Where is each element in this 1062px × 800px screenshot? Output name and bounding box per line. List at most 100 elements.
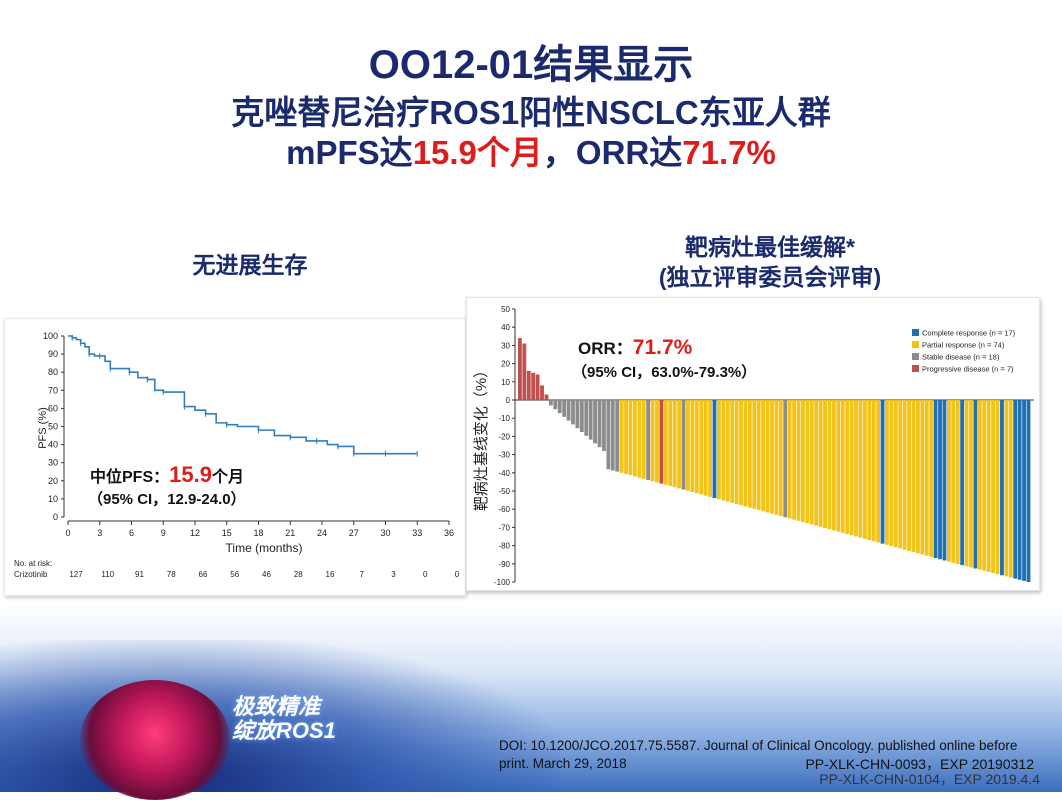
legend-label: Partial response (n = 74) [922, 341, 1005, 350]
waterfall-chart: 50 40 30 20 10 0 -10 -20 -30 -40 -50 -60 -70 -80 -90 -1… [473, 305, 1034, 587]
km-x-tick-label: 21 [285, 528, 295, 538]
km-median-label: 中位PFS： [90, 469, 170, 486]
waterfall-bar [535, 374, 540, 400]
waterfall-bar [787, 400, 792, 519]
waterfall-bar [916, 400, 920, 554]
km-y-tick-label: 60 [48, 403, 58, 413]
km-x-tick-label: 9 [161, 528, 166, 538]
waterfall-bar [889, 400, 894, 547]
km-x-tick-label: 6 [129, 528, 134, 538]
km-risk-count: 66 [199, 570, 208, 579]
legend-swatch [912, 365, 919, 372]
waterfall-bar [951, 400, 956, 563]
slide-subtitle: 克唑替尼治疗ROS1阳性NSCLC东亚人群 [231, 94, 831, 131]
legend-label: Stable disease (n = 18) [922, 353, 1000, 362]
km-x-tick-label: 27 [349, 528, 359, 538]
waterfall-bar [893, 400, 898, 548]
waterfall-bar [588, 400, 593, 440]
wf-y-tick-label: -80 [498, 542, 510, 551]
km-median-ci: （95% CI，12.9-24.0） [88, 491, 246, 508]
waterfall-bar [557, 400, 562, 414]
waterfall-bar [725, 400, 730, 502]
waterfall-bar [579, 400, 584, 433]
waterfall-bar [566, 400, 571, 421]
wf-y-tick-label: -90 [498, 560, 510, 569]
km-risk-row-label: Crizotinib [14, 570, 48, 579]
waterfall-bar [602, 400, 606, 451]
waterfall-bar [991, 400, 996, 574]
waterfall-bar [805, 400, 810, 524]
waterfall-bar [632, 400, 637, 477]
waterfall-bar [938, 400, 942, 560]
wf-y-tick-label: -10 [498, 414, 510, 423]
waterfall-bar [619, 400, 624, 473]
km-risk-count: 78 [167, 570, 176, 579]
waterfall-bar [518, 338, 522, 400]
waterfall-bar [571, 400, 575, 425]
waterfall-bar [876, 400, 881, 543]
legend-label: Progressive disease (n = 7) [922, 365, 1014, 374]
waterfall-bar [752, 400, 757, 509]
km-risk-count: 7 [360, 570, 365, 579]
km-x-tick-label: 0 [65, 528, 70, 538]
waterfall-bar [977, 400, 982, 570]
km-median-value: 15.9 [169, 462, 212, 487]
waterfall-bar [840, 400, 845, 533]
waterfall-bar [646, 400, 651, 481]
km-risk-count: 110 [101, 570, 114, 579]
waterfall-bar [1013, 400, 1018, 579]
km-y-tick-label: 0 [53, 512, 58, 522]
legend-swatch [912, 353, 919, 360]
waterfall-bar [911, 400, 916, 553]
waterfall-bar [933, 400, 938, 559]
km-y-tick-label: 20 [48, 476, 58, 486]
waterfall-orr-annotation: ORR：71.7% [578, 334, 692, 360]
waterfall-bar [924, 400, 929, 556]
km-y-tick-label: 80 [48, 367, 58, 377]
waterfall-bar [823, 400, 827, 529]
waterfall-bar [854, 400, 858, 537]
waterfall-bar [1008, 400, 1013, 578]
km-x-tick-label: 12 [190, 528, 200, 538]
waterfall-bar [845, 400, 850, 535]
km-x-tick-label: 3 [97, 528, 102, 538]
km-y-tick-label: 10 [48, 494, 58, 504]
waterfall-bar [862, 400, 867, 539]
km-median-annotation: 中位PFS：15.9个月 [90, 462, 244, 488]
km-panel-title: 无进展生存 [192, 252, 308, 278]
waterfall-bar [982, 400, 987, 571]
wf-y-tick-label: 30 [501, 341, 510, 350]
waterfall-bar [677, 400, 682, 489]
km-curve-group [68, 334, 418, 457]
waterfall-bar [575, 400, 580, 429]
km-risk-count: 28 [294, 570, 303, 579]
waterfall-bar [929, 400, 934, 557]
waterfall-bar [584, 400, 589, 436]
km-y-tick-label: 30 [48, 458, 58, 468]
km-risk-count: 56 [230, 570, 239, 579]
km-y-tick-label: 70 [48, 385, 58, 395]
wf-y-tick-label: -40 [498, 469, 510, 478]
km-x-tick-label: 33 [412, 528, 422, 538]
slide-title: OO12-01结果显示 [368, 43, 694, 87]
wf-y-tick-label: -30 [498, 451, 510, 460]
wf-y-tick-label: 10 [501, 378, 510, 387]
orr-ci: （95% CI，63.0%-79.3%） [572, 364, 757, 381]
waterfall-bar [1000, 400, 1004, 576]
waterfall-bar [827, 400, 832, 530]
waterfall-bar [659, 400, 664, 484]
waterfall-bar [548, 400, 553, 406]
waterfall-bar [734, 400, 739, 505]
waterfall-bar [902, 400, 907, 550]
waterfall-bar [650, 400, 655, 482]
waterfall-bar [907, 400, 911, 551]
waterfall-bar [770, 400, 774, 514]
km-risk-count: 127 [69, 570, 83, 579]
km-risk-count: 91 [135, 570, 144, 579]
waterfall-bar [637, 400, 642, 478]
km-y-tick-label: 50 [48, 422, 58, 432]
headline-orr-value: 71.7% [682, 134, 776, 171]
waterfall-bar [615, 400, 620, 472]
